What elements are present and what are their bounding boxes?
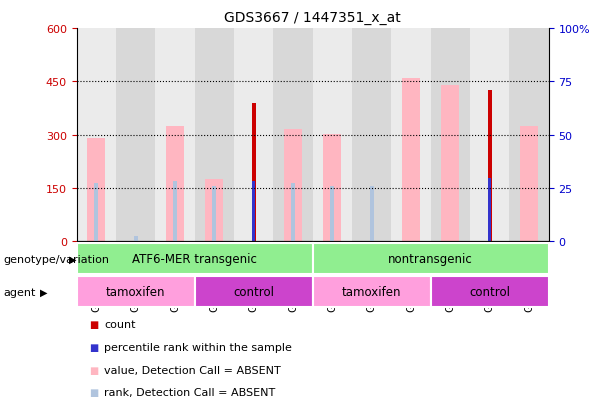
Bar — [330, 187, 334, 242]
Bar — [509, 29, 549, 242]
Text: ■: ■ — [89, 365, 98, 375]
Text: tamoxifen: tamoxifen — [106, 286, 166, 299]
Bar — [205, 180, 223, 242]
Text: ▶: ▶ — [69, 254, 76, 264]
Text: nontransgenic: nontransgenic — [388, 253, 473, 266]
Bar — [313, 244, 549, 275]
Bar — [488, 178, 491, 242]
Bar — [470, 29, 509, 242]
Text: ■: ■ — [89, 387, 98, 397]
Text: agent: agent — [3, 287, 36, 297]
Bar — [173, 181, 177, 242]
Bar — [252, 103, 256, 242]
Bar — [520, 126, 538, 242]
Bar — [430, 29, 470, 242]
Bar — [313, 277, 430, 308]
Bar — [77, 244, 313, 275]
Bar — [195, 277, 313, 308]
Text: ATF6-MER transgenic: ATF6-MER transgenic — [132, 253, 257, 266]
Text: value, Detection Call = ABSENT: value, Detection Call = ABSENT — [104, 365, 281, 375]
Bar — [370, 187, 373, 242]
Bar — [134, 236, 137, 242]
Bar — [273, 29, 313, 242]
Bar — [116, 29, 155, 242]
Text: ■: ■ — [89, 342, 98, 352]
Text: percentile rank within the sample: percentile rank within the sample — [104, 342, 292, 352]
Bar — [88, 139, 105, 242]
Bar — [284, 130, 302, 242]
Bar — [252, 182, 255, 242]
Text: ▶: ▶ — [40, 287, 47, 297]
Text: ■: ■ — [89, 319, 98, 329]
Text: genotype/variation: genotype/variation — [3, 254, 109, 264]
Title: GDS3667 / 1447351_x_at: GDS3667 / 1447351_x_at — [224, 11, 401, 25]
Text: rank, Detection Call = ABSENT: rank, Detection Call = ABSENT — [104, 387, 275, 397]
Bar — [194, 29, 234, 242]
Text: control: control — [469, 286, 510, 299]
Bar — [291, 183, 295, 242]
Bar — [391, 29, 430, 242]
Bar — [155, 29, 195, 242]
Bar — [212, 187, 216, 242]
Bar — [441, 85, 459, 242]
Bar — [402, 78, 420, 242]
Text: tamoxifen: tamoxifen — [342, 286, 402, 299]
Bar — [94, 183, 98, 242]
Text: count: count — [104, 319, 135, 329]
Bar — [313, 29, 352, 242]
Bar — [430, 277, 549, 308]
Bar — [166, 126, 184, 242]
Bar — [234, 29, 273, 242]
Text: control: control — [233, 286, 274, 299]
Bar — [352, 29, 391, 242]
Bar — [488, 91, 492, 242]
Bar — [324, 135, 341, 242]
Bar — [77, 29, 116, 242]
Bar — [77, 277, 195, 308]
